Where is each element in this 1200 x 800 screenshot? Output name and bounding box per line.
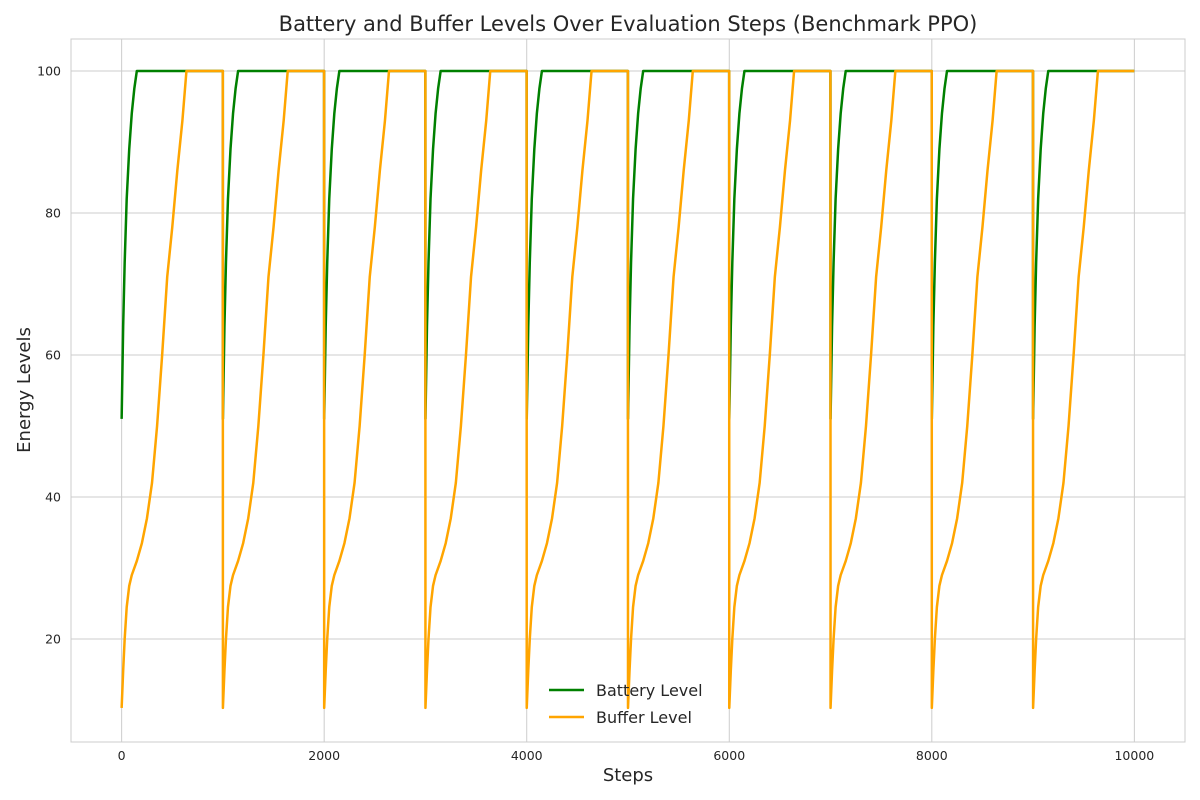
legend-label-buffer-level: Buffer Level xyxy=(596,708,692,727)
x-tick-label: 4000 xyxy=(511,748,543,763)
x-tick-label: 6000 xyxy=(713,748,745,763)
y-tick-label: 40 xyxy=(45,490,61,505)
x-tick-label: 0 xyxy=(118,748,126,763)
y-tick-labels: 20 40 60 80 100 xyxy=(37,63,61,646)
x-tick-label: 8000 xyxy=(916,748,948,763)
x-tick-labels: 0 2000 4000 6000 8000 10000 xyxy=(118,748,1155,763)
legend-label-battery-level: Battery Level xyxy=(596,681,703,700)
x-axis-label: Steps xyxy=(603,765,653,786)
x-tick-label: 2000 xyxy=(308,748,340,763)
series-line-buffer-level xyxy=(120,69,1135,710)
chart-title: Battery and Buffer Levels Over Evaluatio… xyxy=(279,12,978,36)
legend: Battery Level Buffer Level xyxy=(549,681,703,727)
y-tick-label: 20 xyxy=(45,632,61,647)
series-lines xyxy=(120,69,1135,710)
x-tick-label: 10000 xyxy=(1114,748,1154,763)
y-tick-label: 80 xyxy=(45,205,61,220)
y-axis-label: Energy Levels xyxy=(14,327,35,453)
y-tick-label: 100 xyxy=(37,63,61,78)
y-tick-label: 60 xyxy=(45,347,61,362)
